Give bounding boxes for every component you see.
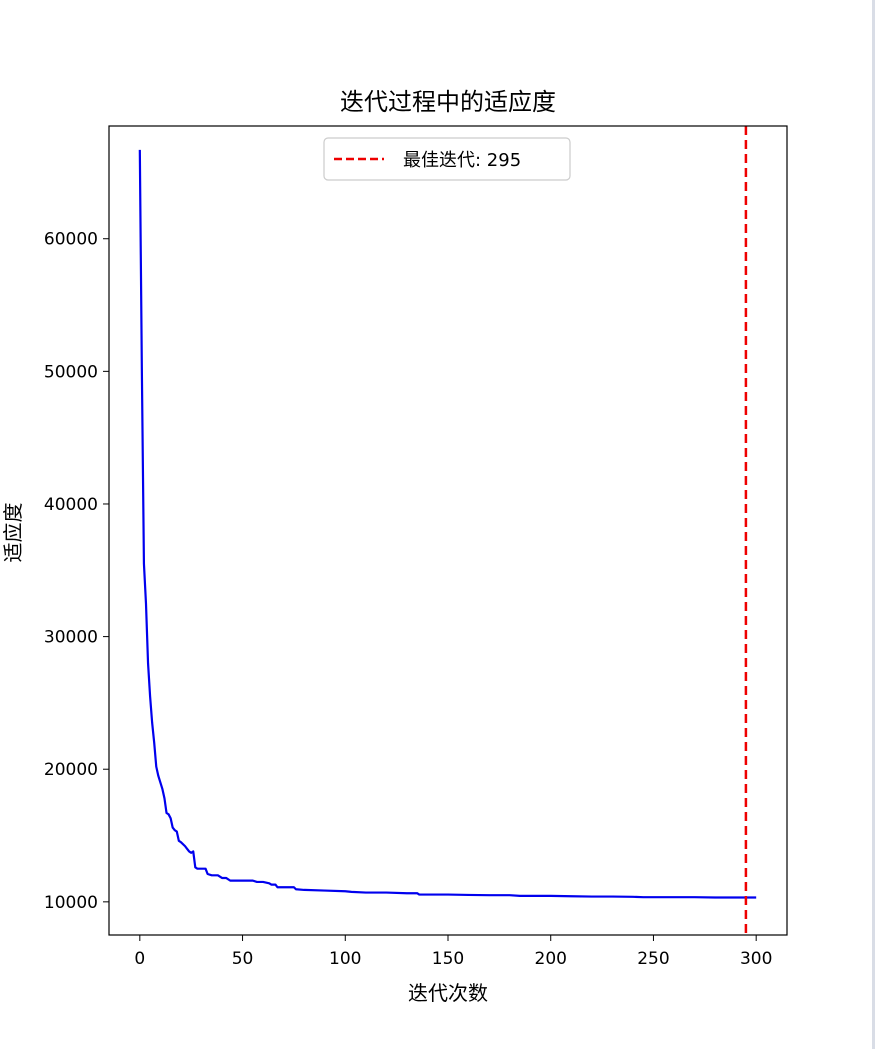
x-tick-label: 250 (637, 949, 669, 969)
x-tick-label: 50 (232, 949, 254, 969)
y-tick-label: 20000 (44, 760, 98, 780)
legend-entry-best-iteration: 最佳迭代: 295 (403, 150, 521, 171)
plot-marks (138, 126, 757, 935)
plot-frame (108, 125, 788, 936)
y-tick-label: 30000 (44, 628, 98, 648)
x-axis-label: 迭代次数 (408, 981, 488, 1005)
x-tick-label: 300 (740, 949, 772, 969)
x-tick-label: 150 (432, 949, 464, 969)
y-tick-label: 50000 (44, 362, 98, 382)
y-axis-ticks: 10000 20000 30000 40000 50000 60000 (44, 230, 109, 913)
x-tick-label: 100 (329, 949, 361, 969)
y-tick-label: 10000 (44, 893, 98, 913)
y-tick-label: 60000 (44, 230, 98, 250)
chart-title: 迭代过程中的适应度 (340, 88, 556, 116)
x-tick-label: 0 (134, 949, 145, 969)
x-tick-label: 200 (535, 949, 567, 969)
y-axis-label: 适应度 (1, 503, 25, 563)
x-axis-ticks: 0 50 100 150 200 250 300 (134, 935, 772, 969)
fitness-series-line-0 (138, 149, 757, 899)
legend-box (323, 137, 571, 181)
y-tick-label: 40000 (44, 495, 98, 515)
window-edge-strip (872, 0, 875, 1049)
legend: 最佳迭代: 295 (323, 137, 571, 181)
